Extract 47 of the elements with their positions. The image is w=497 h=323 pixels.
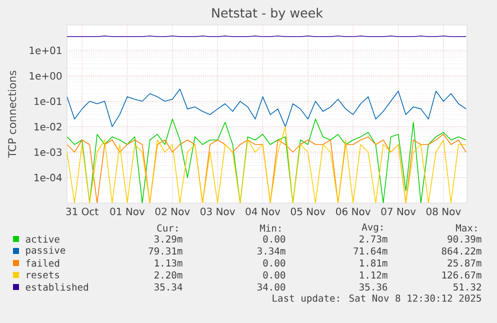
legend-label: established [26,283,88,291]
y-tick-label: 1e+01 [30,46,62,54]
x-tick-label: 03 Nov [200,208,235,216]
text: 3.29m [154,235,182,243]
y-tick-label: 1e-03 [34,148,62,156]
legend-label: passive [26,246,66,256]
text: 2.73m [360,235,388,243]
text: 0.00 [263,271,286,279]
text: Avg: [362,223,382,233]
text: 1.81m [360,259,388,267]
x-tick-label: 04 Nov [246,208,280,216]
y-axis-title: TCP connections [8,70,16,158]
x-tick-label: 01 Nov [110,208,145,216]
text: 1.12m [360,271,388,279]
y-tick-label: 1e-04 [34,174,62,182]
x-tick-label: 06 Nov [336,208,371,216]
y-tick-label: 1e-02 [34,122,62,130]
text: Min: [260,224,280,232]
text: Last update: Sat Nov 8 12:30:12 2025 [272,294,481,304]
x-tick-label: 07 Nov [381,208,416,216]
text: 51.32 [454,283,481,291]
text: 126.67m [442,271,482,279]
x-tick-label: 08 Nov [426,208,461,216]
y-tick-label: 1e-01 [34,97,62,106]
text: 34.00 [257,283,286,291]
y-tick-label: 1e+00 [30,72,62,80]
text: 3.34m [257,247,286,255]
x-tick-label: 02 Nov [155,208,190,216]
chart-title: Netstat - by week [212,8,323,20]
text: 1.13m [154,259,182,267]
text: 0.00 [263,259,286,267]
legend-label: active [26,235,60,243]
text: 79.31m [148,247,182,255]
text: Max: [456,224,476,232]
x-tick-label: 31 Oct [66,208,98,216]
text: 71.64m [354,247,388,255]
text: Cur: [157,224,178,232]
text: 90.39m [448,235,482,243]
text: 0.00 [263,235,286,243]
text: 864.22m [442,247,482,255]
legend-label: resets [26,272,59,278]
legend-label: failed [26,259,60,267]
x-tick-label: 05 Nov [290,208,326,216]
text: 25.87m [448,259,482,267]
text: 35.34 [154,283,182,291]
text: 2.20m [154,271,182,279]
text: 35.36 [359,283,388,291]
